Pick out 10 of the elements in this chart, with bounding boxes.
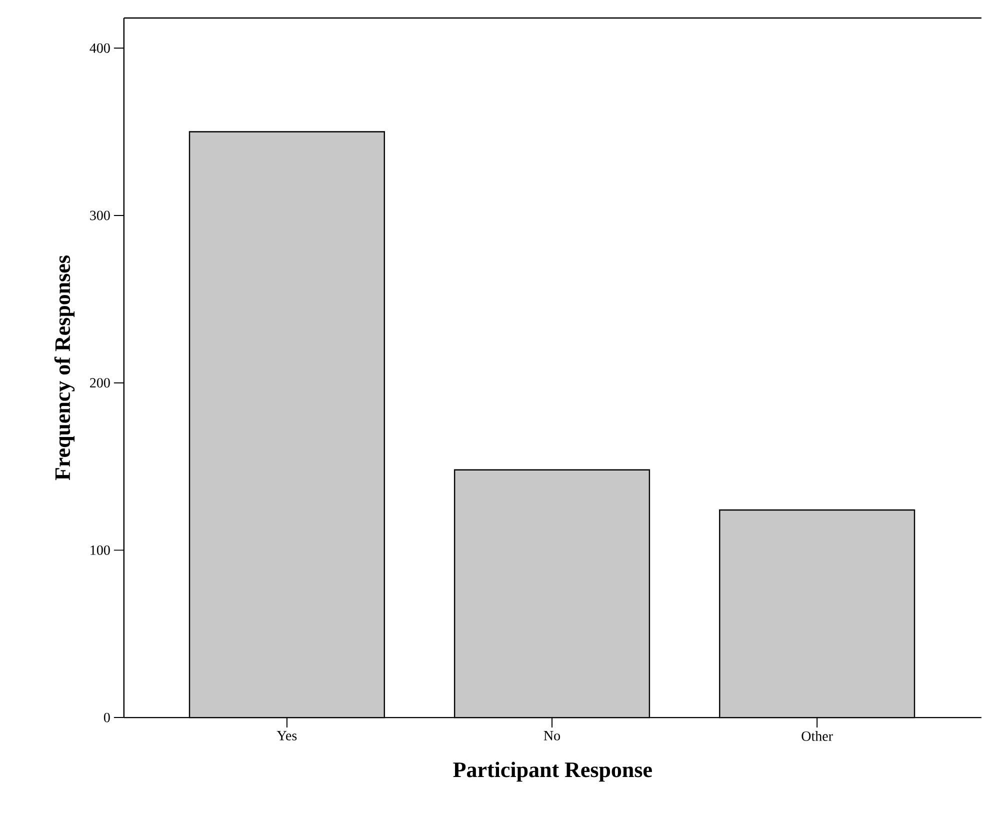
y-tick-label: 0 [104, 712, 110, 722]
x-tick-label: No [544, 730, 560, 740]
x-axis-title: Participant Response [453, 761, 652, 782]
y-tick-label: 300 [90, 210, 110, 220]
y-tick-label: 100 [90, 545, 110, 555]
x-tick-label: Yes [276, 730, 297, 740]
y-tick-label: 200 [90, 378, 110, 388]
x-tick-label: Other [802, 730, 833, 741]
y-tick-label: 400 [90, 43, 110, 53]
y-axis-title: Frequency of Responses [54, 255, 75, 480]
